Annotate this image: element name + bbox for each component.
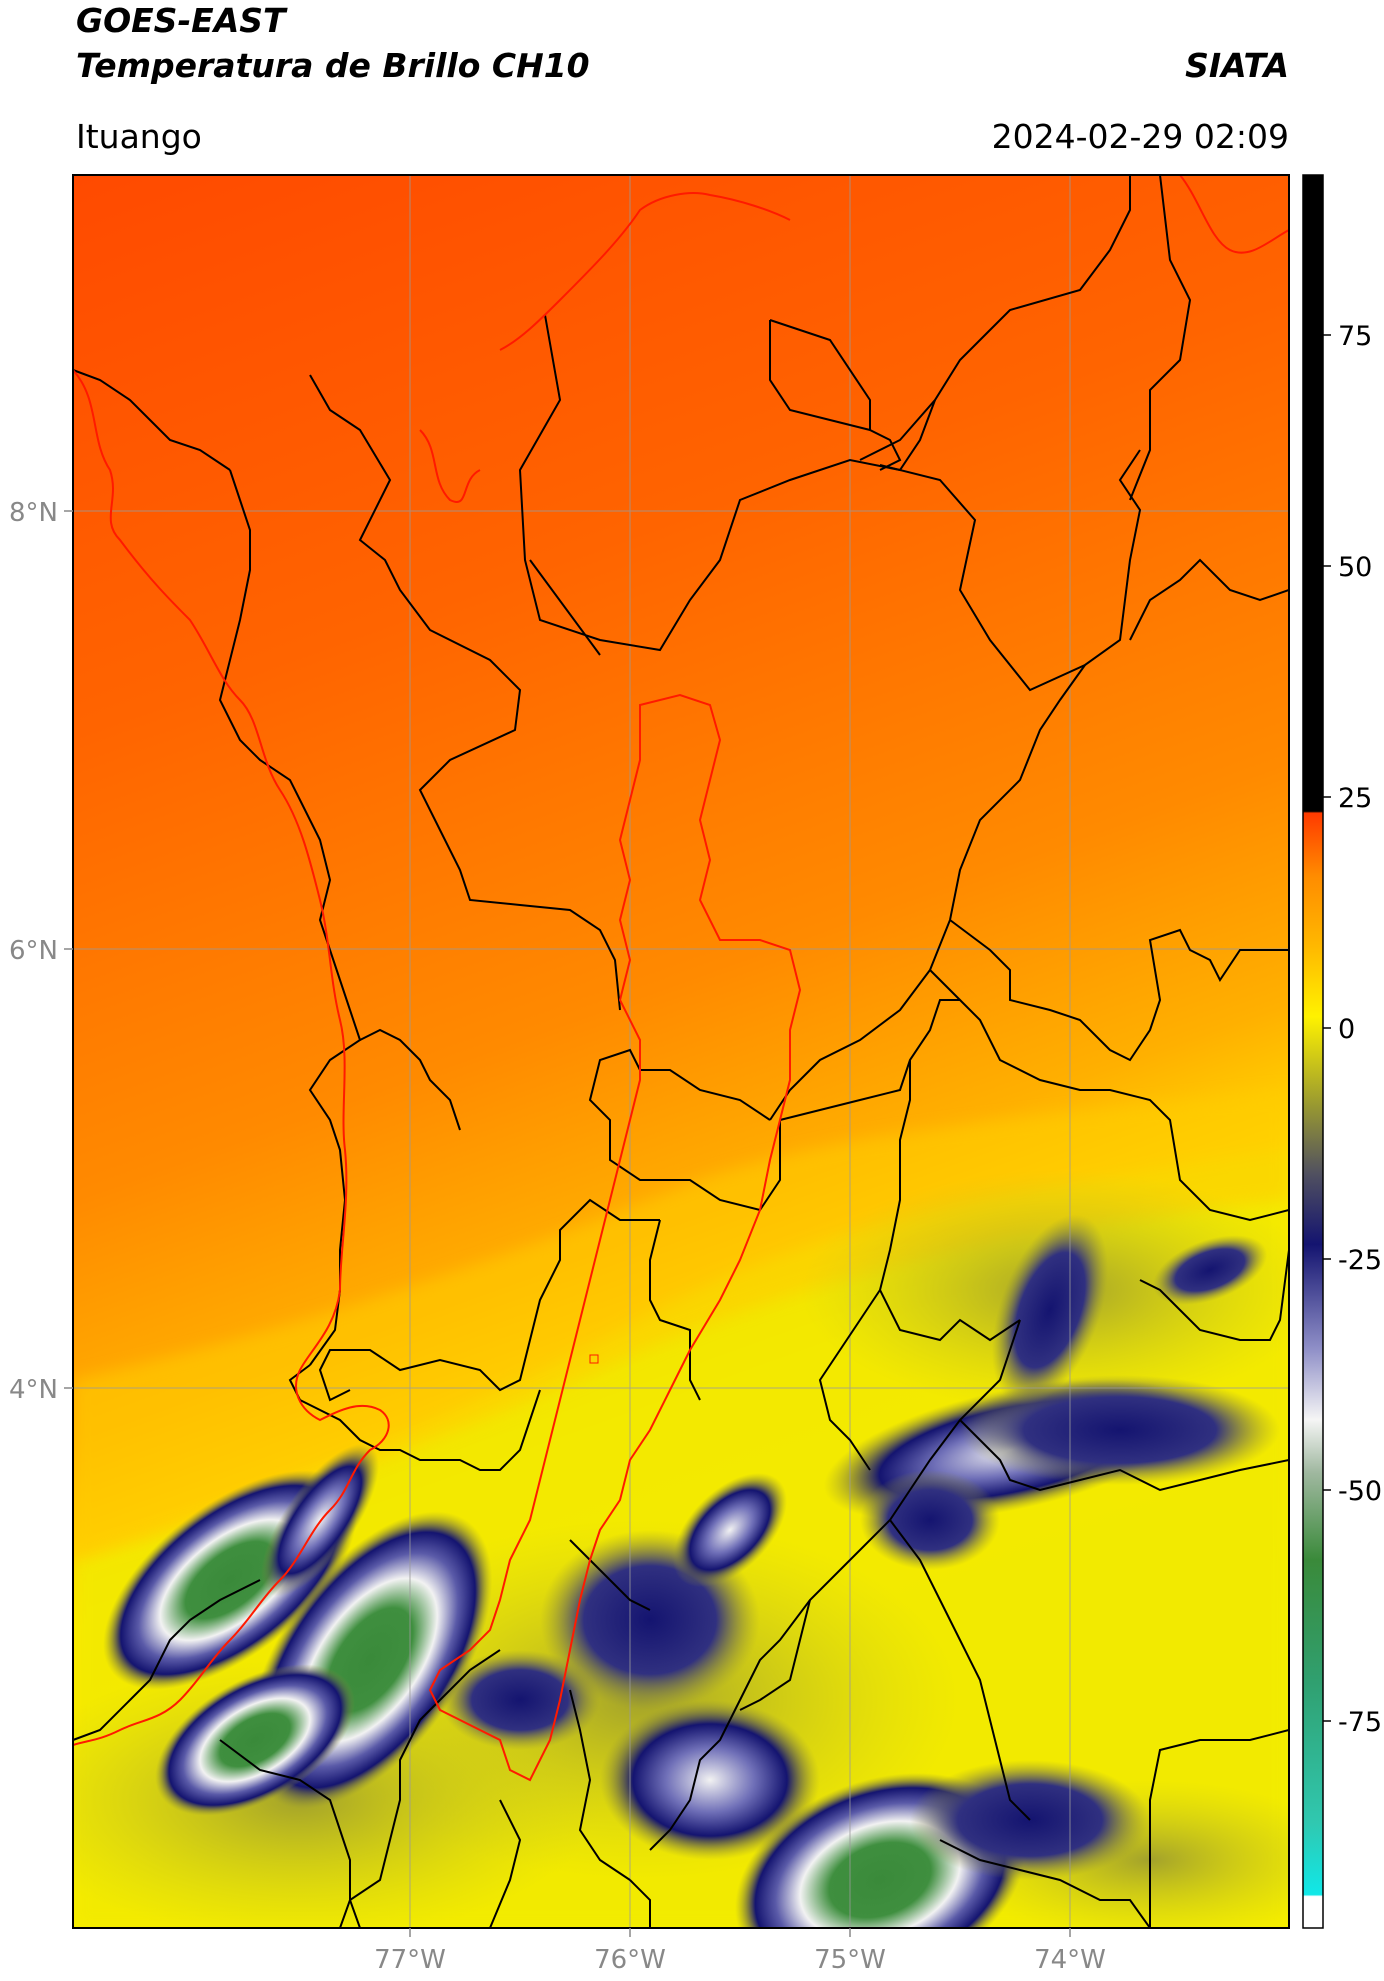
- lon-tick-76w: 76°W: [594, 1945, 666, 1975]
- ituango-basin-outline: [428, 693, 802, 1782]
- colorbar: 75 50 25 0 -25 -50 -75: [1302, 174, 1382, 1929]
- colorbar-scale: [1302, 174, 1324, 1929]
- lat-tick-6n: 6°N: [9, 936, 58, 966]
- product-title: Temperatura de Brillo CH10: [76, 46, 590, 85]
- map-frame: [72, 174, 1290, 1929]
- brightness-temperature-field: [73, 175, 1289, 1928]
- region-label: Ituango: [76, 117, 202, 156]
- lon-tick-75w: 75°W: [814, 1945, 886, 1975]
- lat-tick-8n: 8°N: [9, 498, 58, 528]
- datetime-label: 2024-02-29 02:09: [991, 117, 1289, 156]
- colorbar-tick-0: 0: [1338, 1014, 1355, 1045]
- colorbar-tick-minus50: -50: [1338, 1476, 1382, 1507]
- satellite-title: GOES-EAST: [76, 1, 286, 40]
- lon-tick-74w: 74°W: [1034, 1945, 1106, 1975]
- agency-label: SIATA: [1185, 46, 1289, 85]
- colorbar-tick-75: 75: [1338, 321, 1372, 352]
- colorbar-tick-25: 25: [1338, 783, 1372, 814]
- colorbar-tick-minus25: -25: [1338, 1245, 1382, 1276]
- lat-tick-4n: 4°N: [9, 1375, 58, 1405]
- colorbar-tick-minus75: -75: [1338, 1707, 1382, 1738]
- lon-tick-77w: 77°W: [374, 1945, 446, 1975]
- colorbar-tick-50: 50: [1338, 552, 1372, 583]
- admin-boundaries: [73, 175, 1289, 1928]
- latitude-ticks: 8°N 6°N 4°N: [9, 498, 73, 1405]
- coastline: [73, 175, 1289, 1746]
- longitude-ticks: 77°W 76°W 75°W 74°W: [374, 1928, 1106, 1975]
